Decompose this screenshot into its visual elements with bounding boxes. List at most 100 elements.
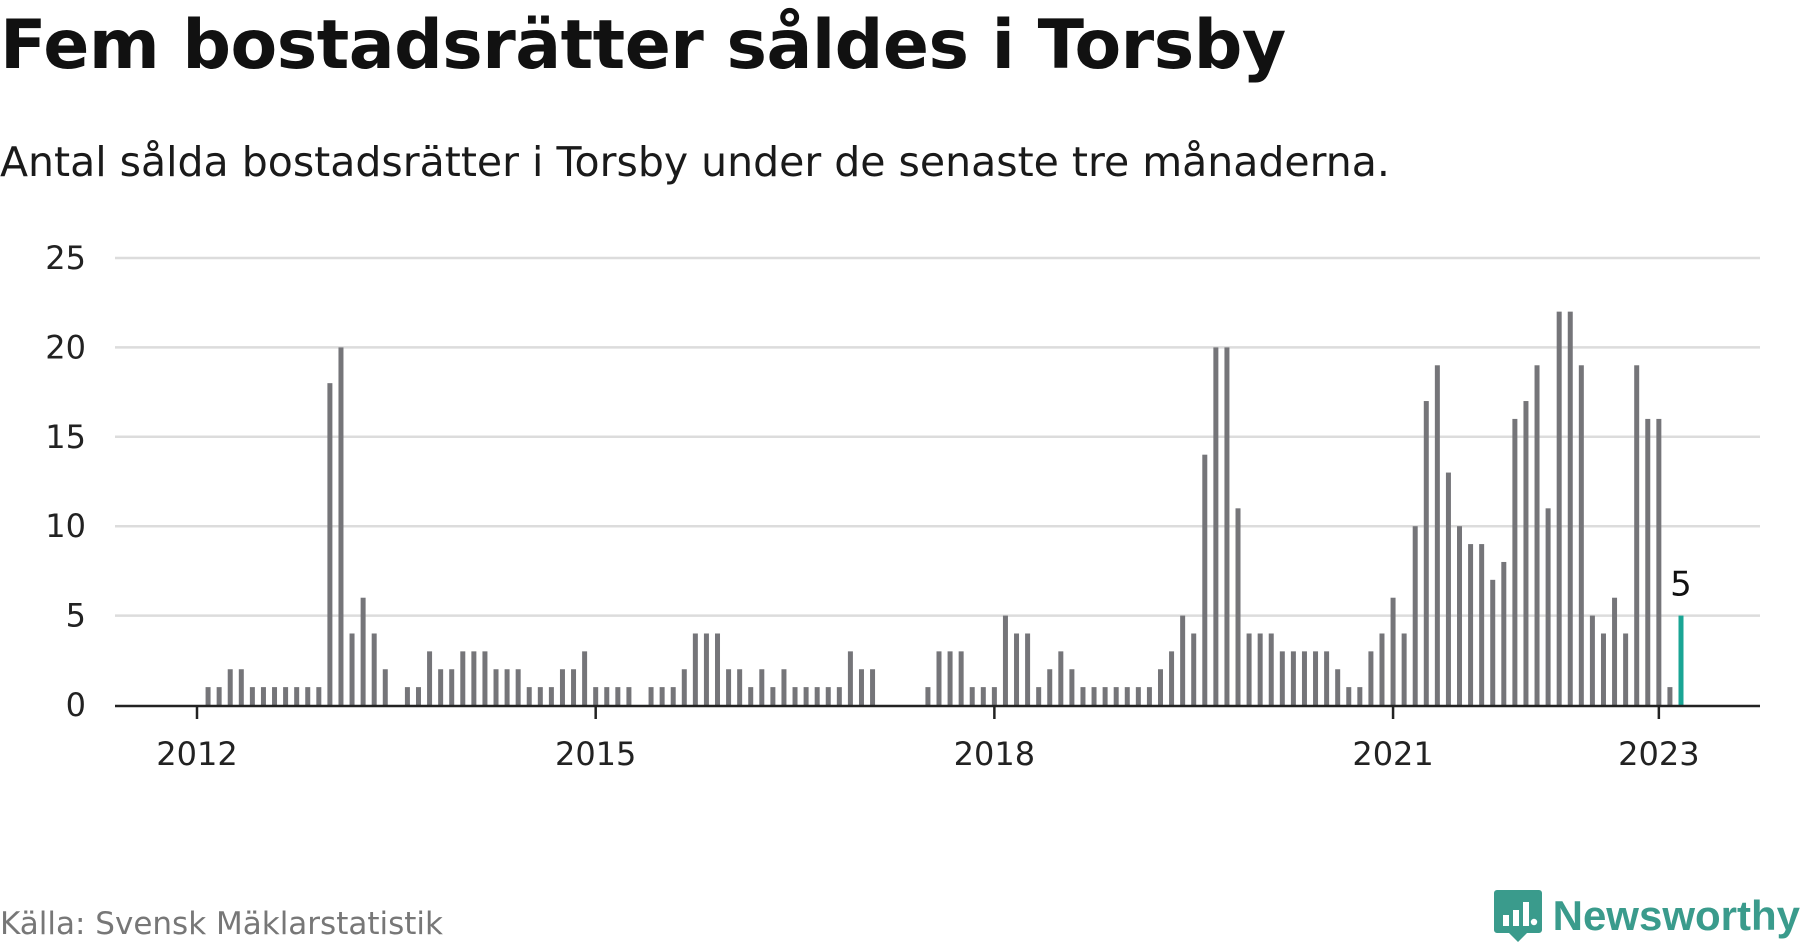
bar — [283, 687, 289, 705]
bar — [1423, 401, 1429, 705]
bar — [615, 687, 621, 705]
bar — [438, 669, 444, 705]
bar — [1445, 472, 1451, 705]
x-tick-label: 2012 — [156, 735, 237, 773]
brand-name: Newsworthy — [1552, 892, 1800, 939]
newsworthy-chat-icon — [1493, 890, 1542, 942]
bar — [593, 687, 599, 705]
bar — [1102, 687, 1108, 705]
bar — [1313, 651, 1319, 705]
bar — [537, 687, 543, 705]
bar — [1501, 561, 1507, 705]
bar — [1235, 508, 1241, 705]
bar — [681, 669, 687, 705]
bar — [1157, 669, 1163, 705]
bar — [548, 687, 554, 705]
bar — [526, 687, 532, 705]
bar — [715, 633, 721, 705]
bar — [1058, 651, 1064, 705]
bar — [1634, 365, 1640, 705]
bar — [1346, 687, 1352, 705]
bar — [371, 633, 377, 705]
bar — [1025, 633, 1031, 705]
bar — [947, 651, 953, 705]
bar — [847, 651, 853, 705]
bar-chart: 0 5 10 15 20 25 2012 2015 2018 2021 2023 5 — [45, 239, 1760, 773]
bar — [1091, 687, 1097, 705]
bar — [1556, 311, 1562, 705]
bar — [1213, 347, 1219, 705]
bar — [249, 687, 255, 705]
bar — [1379, 633, 1385, 705]
bar — [1146, 687, 1152, 705]
bar — [1036, 687, 1042, 705]
bar — [737, 669, 743, 705]
last-value-label: 5 — [1670, 565, 1692, 605]
bar — [415, 687, 421, 705]
bar — [1589, 615, 1595, 705]
bar — [460, 651, 466, 705]
bar — [626, 687, 632, 705]
x-tick-label: 2021 — [1352, 735, 1433, 773]
bar — [1069, 669, 1075, 705]
bar — [305, 687, 311, 705]
bar — [338, 347, 344, 705]
bar — [1390, 597, 1396, 705]
bar — [1268, 633, 1274, 705]
bar — [327, 383, 333, 705]
bar — [825, 687, 831, 705]
bar — [1656, 418, 1662, 705]
bar — [272, 687, 278, 705]
bar — [1368, 651, 1374, 705]
bar — [870, 669, 876, 705]
newsworthy-logo: Newsworthy — [1493, 888, 1800, 944]
bar — [1135, 687, 1141, 705]
source-note: Källa: Svensk Mäklarstatistik — [0, 906, 443, 942]
bar — [1257, 633, 1263, 705]
bar — [925, 687, 931, 705]
bar — [1002, 615, 1008, 705]
bar — [382, 669, 388, 705]
bar — [1667, 687, 1673, 705]
bar — [238, 669, 244, 705]
bar — [836, 687, 842, 705]
bar — [1479, 544, 1485, 705]
bar — [781, 669, 787, 705]
bar — [1224, 347, 1230, 705]
x-tick-label: 2023 — [1618, 735, 1699, 773]
bar — [1357, 687, 1363, 705]
bar — [1180, 615, 1186, 705]
bar — [991, 687, 997, 705]
bar — [692, 633, 698, 705]
bar — [958, 651, 964, 705]
bar — [648, 687, 654, 705]
bar — [582, 651, 588, 705]
bar — [427, 651, 433, 705]
bar — [1457, 526, 1463, 705]
chart-title: Fem bostadsrätter såldes i Torsby — [0, 6, 1286, 85]
bar — [1512, 418, 1518, 705]
bar — [659, 687, 665, 705]
x-tick-label: 2018 — [954, 735, 1035, 773]
bar — [294, 687, 300, 705]
bar — [1623, 633, 1629, 705]
bar — [936, 651, 942, 705]
y-tick-label: 5 — [66, 597, 86, 635]
bar — [449, 669, 455, 705]
bar — [404, 687, 410, 705]
bar — [759, 669, 765, 705]
bar — [216, 687, 222, 705]
bar — [703, 633, 709, 705]
bar — [260, 687, 266, 705]
bar — [471, 651, 477, 705]
bar — [1612, 597, 1618, 705]
bar — [726, 669, 732, 705]
bar — [515, 669, 521, 705]
bar — [748, 687, 754, 705]
bar — [1335, 669, 1341, 705]
bar — [360, 597, 366, 705]
bar — [1567, 311, 1573, 705]
bar — [1534, 365, 1540, 705]
bar — [205, 687, 211, 705]
bar — [1545, 508, 1551, 705]
